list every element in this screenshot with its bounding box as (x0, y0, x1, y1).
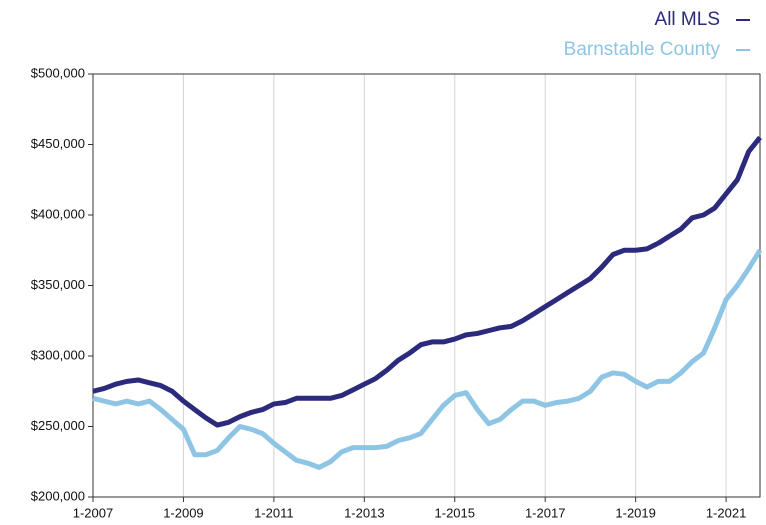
x-tick-label: 1-2013 (344, 505, 384, 520)
y-tick-label: $500,000 (31, 65, 85, 80)
x-tick-label: 1-2007 (73, 505, 113, 520)
series-line (92, 135, 762, 428)
y-tick-label: $250,000 (31, 418, 85, 433)
y-tick-label: $300,000 (31, 347, 85, 362)
plot-frame (92, 73, 761, 498)
x-tick-label: 1-2015 (435, 505, 475, 520)
legend-label: All MLS (655, 9, 720, 30)
x-tick-label: 1-2017 (525, 505, 565, 520)
legend-label: Barnstable County (564, 39, 721, 60)
y-tick-label: $350,000 (31, 277, 85, 292)
series-line (92, 248, 763, 470)
x-tick-label: 1-2011 (254, 505, 294, 520)
x-tick-label: 1-2021 (706, 505, 746, 520)
x-tick-label: 1-2009 (163, 505, 203, 520)
y-tick-label: $400,000 (31, 206, 85, 221)
y-tick-label: $450,000 (31, 136, 85, 151)
y-tick-label: $200,000 (31, 488, 85, 503)
x-tick-label: 1-2019 (615, 505, 655, 520)
